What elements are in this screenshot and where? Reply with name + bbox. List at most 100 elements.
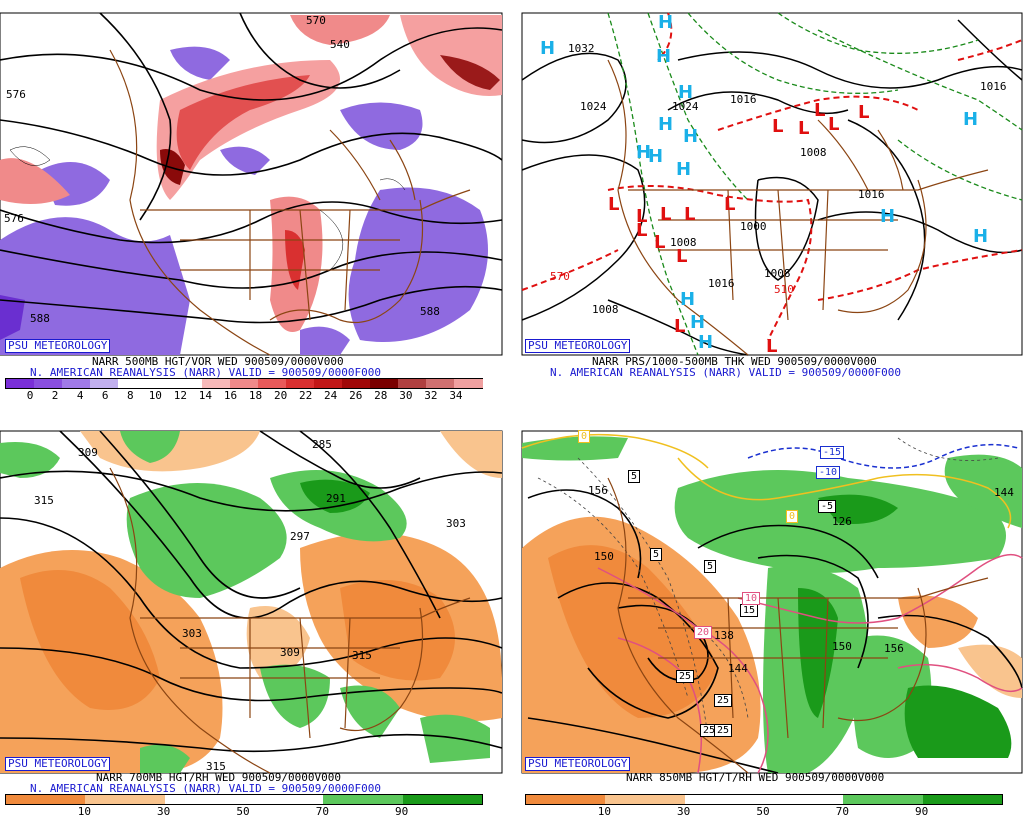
colorbar-tick: 70: [315, 805, 329, 818]
contour-label: 1008: [670, 236, 697, 249]
colorbar-segment: [342, 379, 371, 388]
colorbar-tick: 10: [148, 389, 162, 402]
isotherm-label: 20: [694, 626, 713, 639]
svg-text:L: L: [608, 194, 619, 215]
colorbar-segment: [85, 795, 166, 804]
colorbar-tick: 30: [399, 389, 413, 402]
map-valid-line: N. AMERICAN REANALYSIS (NARR) VALID = 90…: [30, 366, 381, 379]
contour-label: 1024: [672, 100, 699, 113]
colorbar-segment: [764, 795, 844, 804]
map-title-line: NARR 500MB HGT/VOR WED 900509/0000V000: [92, 355, 344, 368]
colorbar-segment: [230, 379, 259, 388]
map-title-line: NARR 700MB HGT/RH WED 900509/0000V000: [96, 771, 342, 784]
colorbar-tick: 4: [76, 389, 84, 402]
isotherm-label: 25: [714, 724, 733, 737]
isotherm-label: 0: [786, 510, 799, 523]
svg-text:L: L: [674, 316, 685, 337]
colorbar-tick: 14: [198, 389, 213, 402]
svg-text:L: L: [684, 204, 695, 225]
colorbar-tick: 32: [424, 389, 438, 402]
isotherm-label: -10: [816, 466, 841, 479]
contour-label: 315: [206, 760, 226, 773]
svg-text:L: L: [660, 204, 671, 225]
colorbar-segment: [6, 379, 35, 388]
contour-label: 144: [994, 486, 1014, 499]
isotherm-label: 10: [742, 592, 761, 605]
colorbar-segment: [323, 795, 404, 804]
contour-label: 144: [728, 662, 748, 675]
contour-label: 576: [6, 88, 26, 101]
colorbar-tick: 26: [349, 389, 363, 402]
colorbar-segment: [244, 795, 324, 804]
colorbar-tick: 20: [273, 389, 288, 402]
isotherm-label: -15: [820, 446, 845, 459]
contour-label: 570: [306, 14, 326, 27]
contour-label: 309: [280, 646, 300, 659]
colorbar-tick: 24: [324, 389, 338, 402]
colorbar-tick: 12: [173, 389, 187, 402]
colorbar-tick: 8: [126, 389, 134, 402]
contour-label: 1008: [764, 267, 791, 280]
map-850mb: 156 150 138 144 150 156 126 144: [521, 430, 1023, 774]
colorbar-segment: [34, 379, 63, 388]
colorbar-segment: [922, 795, 1003, 804]
contour-label: 126: [832, 515, 852, 528]
svg-text:L: L: [798, 118, 809, 139]
contour-label: 570: [550, 270, 570, 283]
contour-label: 588: [420, 305, 440, 318]
colorbar-tick: 30: [677, 805, 691, 818]
contour-label: 150: [832, 640, 852, 653]
colorbar-segment: [202, 379, 231, 388]
colorbar-segment: [370, 379, 399, 388]
colorbar-segment: [90, 379, 119, 388]
colorbar-segment: [526, 795, 606, 804]
contour-label: 588: [30, 312, 50, 325]
colorbar-segment: [314, 379, 343, 388]
panel-700mb-rh: 309 315 285 291 297 303 303 309 315 315 …: [0, 418, 508, 819]
colorbar-segment: [684, 795, 765, 804]
svg-text:L: L: [724, 194, 735, 215]
svg-text:H: H: [690, 312, 705, 333]
map-title-line: NARR PRS/1000-500MB THK WED 900509/0000V…: [592, 355, 877, 368]
contour-label: 1000: [740, 220, 767, 233]
map-title-line: NARR 850MB HGT/T/RH WED 900509/0000V000: [626, 771, 885, 784]
svg-text:H: H: [678, 82, 693, 103]
colorbar-segment: [454, 379, 483, 388]
svg-text:L: L: [676, 246, 687, 267]
psu-meteorology-badge: PSU METEOROLOGY: [5, 339, 111, 353]
colorbar-rh: [5, 794, 483, 805]
panel-500mb-vorticity: 576 576 570 540 588 588 PSU METEOROLOGY …: [0, 0, 508, 405]
psu-meteorology-badge: PSU METEOROLOGY: [525, 339, 631, 353]
colorbar-vorticity: [5, 378, 483, 389]
contour-label: 1008: [592, 303, 619, 316]
isotherm-label: 5: [628, 470, 641, 483]
colorbar-tick: 50: [756, 805, 770, 818]
isotherm-label: 25: [714, 694, 733, 707]
svg-text:L: L: [772, 116, 783, 137]
svg-text:H: H: [658, 12, 673, 33]
colorbar-tick: 0: [26, 389, 34, 402]
svg-text:H: H: [540, 38, 555, 59]
colorbar-segment: [174, 379, 203, 388]
contour-label: 309: [78, 446, 98, 459]
contour-label: 303: [182, 627, 202, 640]
contour-label: 156: [884, 642, 904, 655]
svg-text:H: H: [683, 126, 698, 147]
colorbar-rh: [525, 794, 1003, 805]
contour-label: 138: [714, 629, 734, 642]
contour-label: 1016: [980, 80, 1007, 93]
contour-label: 576: [4, 212, 24, 225]
contour-label: 1032: [568, 42, 595, 55]
isotherm-label: 5: [704, 560, 717, 573]
contour-label: 1016: [858, 188, 885, 201]
map-500mb: 576 576 570 540 588 588: [0, 12, 503, 356]
map-valid-line: N. AMERICAN REANALYSIS (NARR) VALID = 90…: [30, 782, 381, 795]
colorbar-segment: [6, 795, 86, 804]
svg-text:H: H: [636, 142, 651, 163]
colorbar-segment: [426, 379, 455, 388]
colorbar-tick: 10: [597, 805, 611, 818]
contour-label: 510: [774, 283, 794, 296]
contour-label: 315: [34, 494, 54, 507]
contour-label: 1024: [580, 100, 607, 113]
